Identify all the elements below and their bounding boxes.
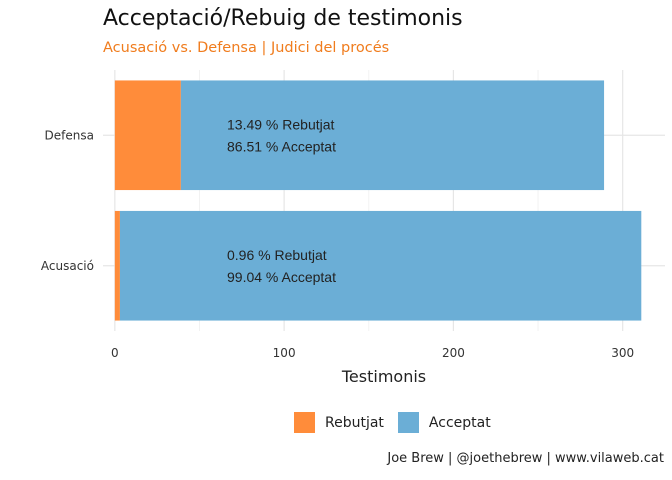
chart-title: Acceptació/Rebuig de testimonis	[103, 6, 463, 31]
x-tick-label-2: 200	[442, 346, 465, 360]
y-tick-label-1: Acusació	[41, 259, 94, 273]
x-tick-label-1: 100	[273, 346, 296, 360]
chart-plot: 13.49 % Rebutjat 86.51 % Acceptat Defensa 0…	[41, 70, 665, 386]
bar-rebutjat-defensa	[114, 80, 181, 191]
bar-label-1-1: 99.04 % Acceptat	[227, 269, 336, 285]
y-tick-label-0: Defensa	[45, 128, 94, 142]
caption: Joe Brew | @joethebrew | www.vilaweb.cat	[387, 451, 664, 466]
legend-label-acceptat: Acceptat	[428, 414, 491, 431]
chart-subtitle: Acusació vs. Defensa | Judici del procés	[103, 40, 390, 56]
bar-label-0-0: 13.49 % Rebutjat	[227, 116, 335, 132]
legend-swatch-rebutjat	[294, 412, 315, 433]
legend-label-rebutjat: Rebutjat	[325, 414, 384, 431]
legend-item-rebutjat: Rebutjat	[294, 412, 384, 433]
legend-swatch-acceptat	[397, 412, 419, 433]
x-tick-label-3: 300	[611, 346, 634, 360]
bar-label-1-0: 0.96 % Rebutjat	[227, 247, 327, 263]
bar-label-0-1: 86.51 % Acceptat	[227, 138, 336, 154]
bar-acceptat-acusaci	[119, 210, 642, 321]
legend: Rebutjat Acceptat	[294, 412, 491, 433]
bar-rebutjat-acusaci	[114, 210, 120, 321]
bar-acceptat-defensa	[180, 80, 605, 191]
x-axis-title: Testimonis	[341, 367, 426, 386]
x-tick-label-0: 0	[111, 346, 119, 360]
legend-item-acceptat: Acceptat	[397, 412, 491, 433]
